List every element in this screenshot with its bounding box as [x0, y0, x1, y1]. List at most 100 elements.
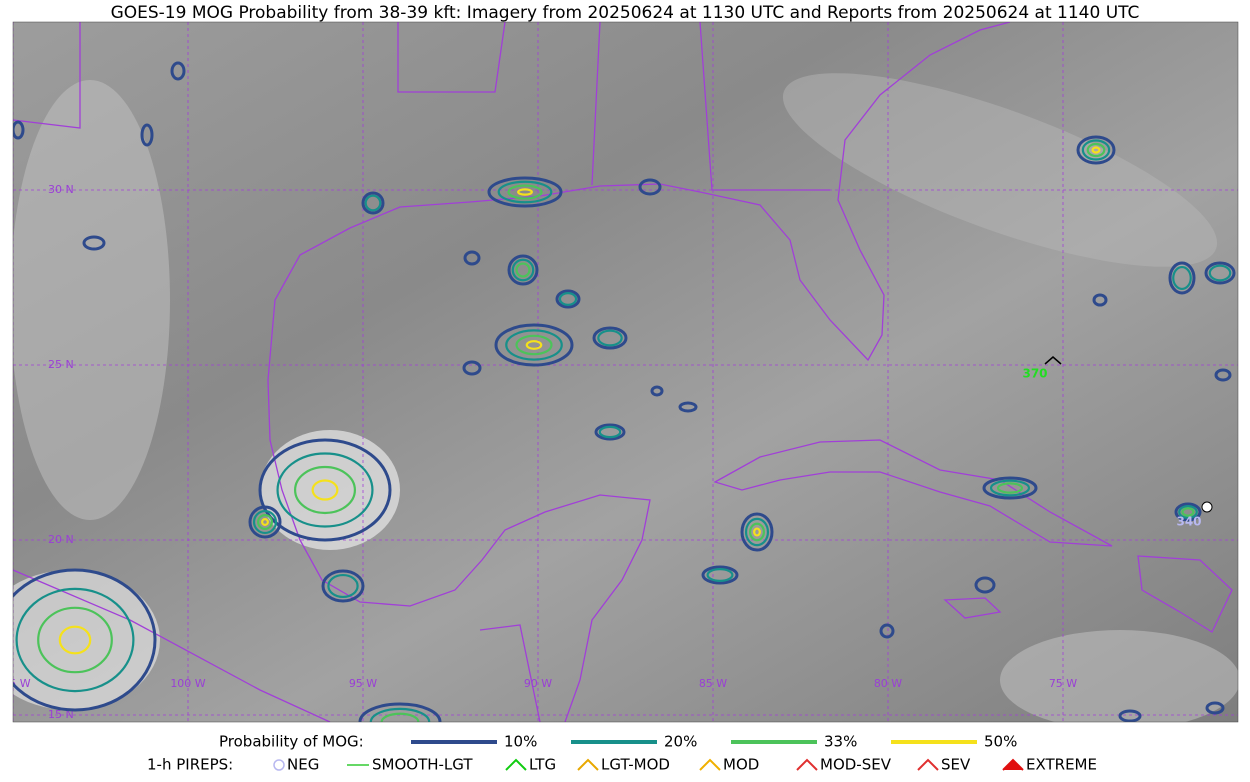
title: GOES-19 MOG Probability from 38-39 kft: … — [111, 3, 1140, 23]
lat-label: 20 N — [48, 533, 74, 546]
contour — [592, 326, 628, 350]
contour — [517, 188, 533, 196]
contour — [706, 568, 734, 582]
legend-label: LGT-MOD — [601, 756, 670, 774]
jamaica — [943, 597, 1002, 619]
contour — [1118, 709, 1142, 722]
lon-label: 80 W — [874, 677, 902, 690]
cloud-band — [13, 80, 170, 520]
cloud-band — [13, 570, 160, 710]
contour — [82, 235, 106, 251]
contour — [594, 423, 626, 441]
contour — [558, 292, 578, 306]
legend-label: 33% — [824, 733, 857, 751]
contour — [678, 401, 698, 413]
contour — [361, 191, 385, 215]
pirep-icon — [273, 759, 285, 771]
contour — [13, 120, 25, 140]
contour — [701, 565, 739, 585]
contour — [311, 479, 339, 501]
contour — [1091, 146, 1101, 154]
contour — [15, 587, 135, 693]
contour — [364, 194, 382, 212]
contour — [1208, 264, 1232, 282]
contour — [650, 385, 664, 397]
contour — [515, 334, 553, 356]
contour — [1178, 505, 1198, 519]
contour — [753, 527, 761, 537]
legend-title: 1-h PIREPS: — [147, 756, 233, 774]
coastlines — [13, 22, 1233, 722]
contour — [511, 258, 535, 282]
lon-label: 85 W — [699, 677, 727, 690]
cloud-band — [260, 430, 400, 550]
contour — [487, 176, 563, 208]
contour — [257, 513, 274, 530]
cloud-band — [782, 73, 1218, 267]
contour — [744, 517, 770, 547]
legend-label: 10% — [504, 733, 537, 751]
legend-label: 20% — [664, 733, 697, 751]
mexico-coast — [269, 439, 651, 722]
hispaniola — [1137, 555, 1233, 633]
pirep-neg-symbol — [1201, 501, 1213, 513]
lon-label: 90 W — [524, 677, 552, 690]
contour — [989, 479, 1031, 497]
contour — [974, 576, 996, 594]
contour — [598, 425, 622, 439]
contour — [748, 522, 765, 542]
contour — [248, 505, 282, 539]
contour — [37, 606, 113, 674]
contour — [276, 452, 374, 528]
contour — [515, 262, 531, 278]
lat-label: 15 N — [48, 708, 74, 721]
contour — [494, 323, 574, 367]
legend-label: SMOOTH-LGT — [372, 756, 473, 774]
contour — [1172, 265, 1192, 291]
contour — [258, 438, 392, 542]
contour — [1076, 135, 1116, 165]
contour — [140, 123, 154, 147]
contour — [1174, 502, 1202, 522]
lon-label: 95 W — [349, 677, 377, 690]
contour — [507, 184, 543, 200]
contour — [525, 340, 543, 350]
pirep-icon — [699, 758, 721, 771]
contour — [463, 250, 481, 266]
contour — [252, 509, 278, 535]
contour — [555, 289, 581, 309]
contour — [1205, 701, 1225, 715]
legend-label: EXTREME — [1026, 756, 1097, 774]
contour — [327, 573, 359, 599]
contour — [1168, 261, 1196, 295]
contour — [638, 178, 662, 196]
contour — [982, 476, 1038, 500]
contour — [358, 702, 442, 722]
lat-label: 30 N — [48, 183, 74, 196]
contour — [1081, 139, 1111, 161]
contour — [261, 518, 269, 526]
contour — [1092, 293, 1108, 307]
contour — [58, 625, 92, 655]
pirep-icon — [577, 758, 599, 771]
contour — [13, 568, 157, 712]
legend-label: MOD — [723, 756, 759, 774]
pirep-label: 340 — [1176, 515, 1201, 529]
lon-label: 75 W — [1049, 677, 1077, 690]
mog-contours — [13, 61, 1236, 722]
pirep-icon — [796, 758, 818, 771]
contour — [1204, 261, 1236, 285]
lon-label: 100 W — [170, 677, 205, 690]
cuba — [713, 439, 1113, 547]
contour — [170, 61, 186, 81]
legend-label: SEV — [941, 756, 971, 774]
legend-label: MOD-SEV — [820, 756, 892, 774]
contour — [497, 180, 553, 204]
legend-label: LTG — [529, 756, 556, 774]
legend-label: NEG — [287, 756, 319, 774]
